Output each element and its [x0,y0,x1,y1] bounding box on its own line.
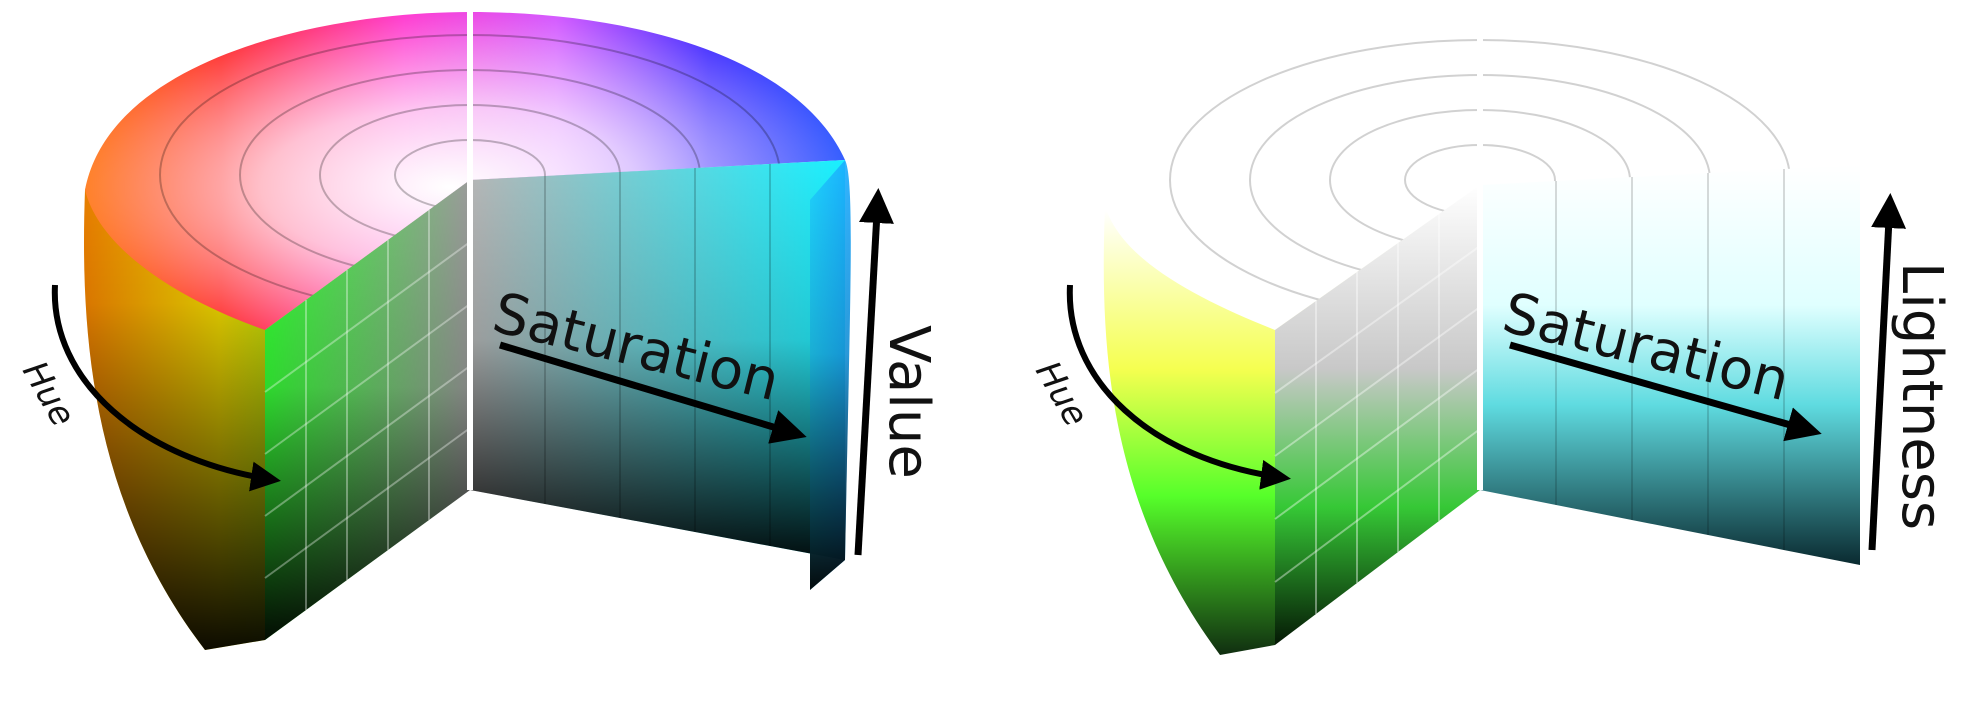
hsv-value-label: Value [876,325,941,479]
hsl-lightness-arrow [1868,193,1907,551]
hsl-green-face [1275,185,1480,645]
hsl-lightness-label: Lightness [1889,262,1954,530]
hsv-cylinder [84,12,851,650]
hsv-saturation-arrow [498,341,807,444]
hsl-cyan-grid [1555,169,1785,550]
hsl-cyan-face [1480,165,1860,565]
hsl-saturation-arrow [1509,341,1822,442]
hsl-cylinder [1103,18,1860,655]
hsl-green-grid [1274,214,1481,614]
hsv-hue-arrow [51,284,281,492]
hsv-green-grid [264,210,471,610]
hsv-value-arrow [854,188,894,556]
hsv-cyan-grid [544,164,771,546]
hsl-hue-label: Hue [1027,355,1096,434]
hsl-hue-arrow [1066,284,1291,490]
